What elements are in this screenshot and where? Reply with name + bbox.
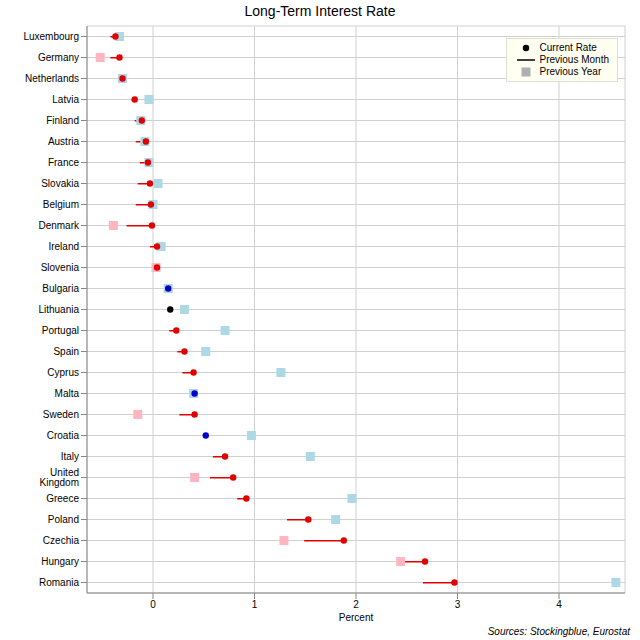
svg-text:Germany: Germany xyxy=(38,52,79,63)
html-text:Current Rate: Current Rate xyxy=(539,42,597,53)
svg-text:UnitedKingdom: UnitedKingdom xyxy=(40,467,79,488)
svg-text:Poland: Poland xyxy=(48,514,79,525)
svg-text:Italy: Italy xyxy=(61,451,79,462)
svg-text:Bulgaria: Bulgaria xyxy=(42,283,79,294)
svg-text:Croatia: Croatia xyxy=(47,430,80,441)
svg-text:Denmark: Denmark xyxy=(38,220,80,231)
svg-text:Luxembourg: Luxembourg xyxy=(23,31,79,42)
svg-text:Latvia: Latvia xyxy=(52,94,79,105)
svg-text:Portugal: Portugal xyxy=(42,325,79,336)
svg-text:1: 1 xyxy=(252,599,258,610)
svg-text:Malta: Malta xyxy=(55,388,80,399)
svg-text:Spain: Spain xyxy=(53,346,79,357)
svg-text:Finland: Finland xyxy=(46,115,79,126)
html-text:Long-Term Interest Rate: Long-Term Interest Rate xyxy=(244,3,396,19)
svg-text:France: France xyxy=(48,157,80,168)
svg-text:2: 2 xyxy=(353,599,359,610)
svg-text:Austria: Austria xyxy=(48,136,80,147)
svg-text:4: 4 xyxy=(556,599,562,610)
svg-text:Greece: Greece xyxy=(46,493,79,504)
svg-text:Romania: Romania xyxy=(39,577,79,588)
html-text:Sources: Stockingblue, Eurosta: Sources: Stockingblue, Eurostat xyxy=(487,626,630,637)
svg-text:Netherlands: Netherlands xyxy=(25,73,79,84)
svg-text:Lithuania: Lithuania xyxy=(38,304,79,315)
svg-text:Cyprus: Cyprus xyxy=(47,367,79,378)
svg-text:Ireland: Ireland xyxy=(48,241,79,252)
svg-text:Sweden: Sweden xyxy=(43,409,79,420)
svg-text:0: 0 xyxy=(150,599,156,610)
svg-text:Percent: Percent xyxy=(339,612,374,623)
html-text:Previous Year: Previous Year xyxy=(539,66,602,77)
html-text:Previous Month: Previous Month xyxy=(539,54,609,65)
svg-text:Slovakia: Slovakia xyxy=(41,178,79,189)
svg-text:Czechia: Czechia xyxy=(43,535,80,546)
svg-text:Belgium: Belgium xyxy=(43,199,79,210)
svg-text:3: 3 xyxy=(455,599,461,610)
svg-text:Hungary: Hungary xyxy=(41,556,79,567)
svg-text:Slovenia: Slovenia xyxy=(41,262,80,273)
